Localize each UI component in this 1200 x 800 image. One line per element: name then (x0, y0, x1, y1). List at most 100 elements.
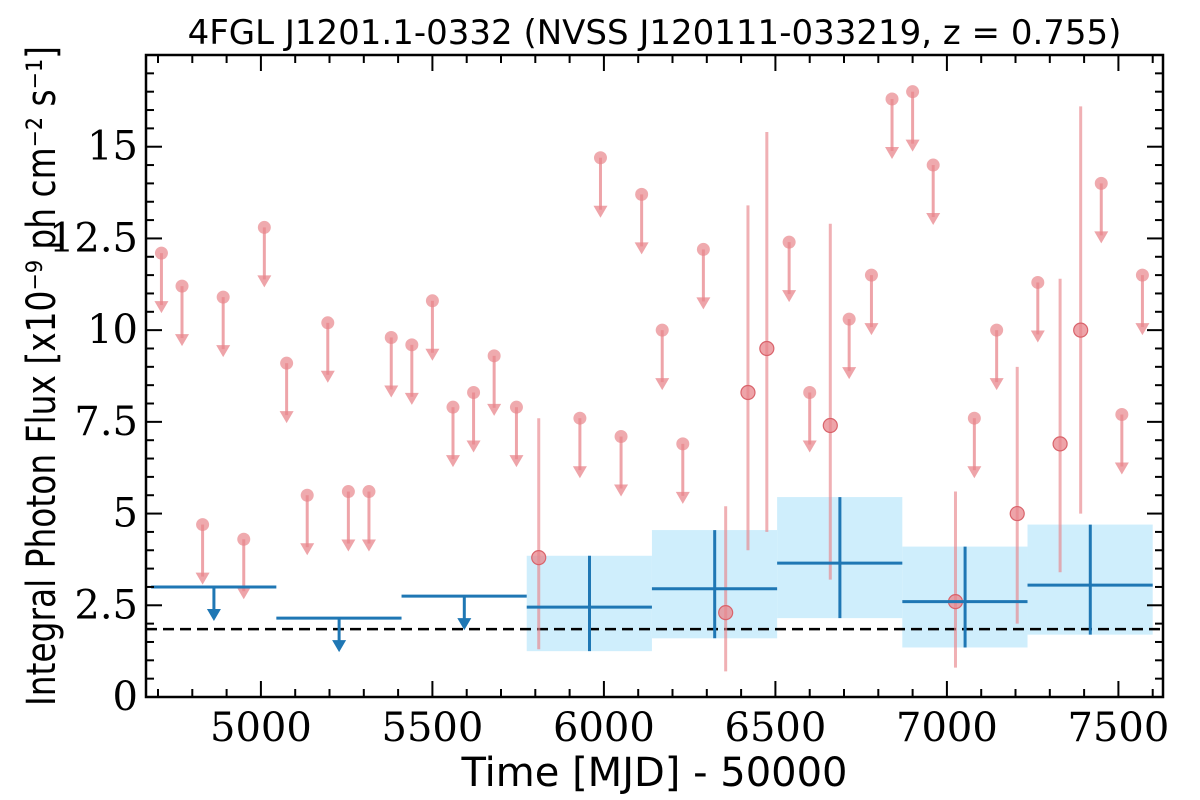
monthly-ul-point (154, 246, 168, 260)
monthly-ul-point (676, 437, 690, 451)
monthly-ul-point (384, 330, 398, 344)
monthly-ul-point (803, 386, 817, 400)
monthly-ul-arrow-head (696, 297, 711, 310)
x-tick-label: 5500 (382, 705, 484, 751)
yearly-ul-arrow-head (206, 608, 221, 621)
y-tick-labels: 0 2.5 5 7.5 10 12.5 15 (49, 124, 138, 720)
monthly-ul-point (237, 532, 251, 546)
y-tick-label: 15 (87, 124, 138, 170)
monthly-ul-point (573, 411, 587, 425)
chart-title: 4FGL J1201.1-0332 (NVSS J120111-033219, … (188, 13, 1122, 53)
monthly-ul-arrow-head (989, 378, 1004, 391)
monthly-ul-arrow-head (802, 440, 817, 453)
monthly-ul-point (864, 268, 878, 282)
x-tick-label: 6000 (553, 705, 655, 751)
x-tick-label: 5000 (210, 705, 312, 751)
monthly-ul-point (196, 518, 210, 532)
x-tick-label: 7500 (1068, 705, 1170, 751)
monthly-ul-point (257, 220, 271, 234)
monthly-ul-arrow-head (341, 539, 356, 552)
monthly-point (718, 605, 734, 621)
monthly-ul-arrow-head (425, 348, 440, 361)
monthly-ul-point (990, 323, 1004, 337)
monthly-ul-point (885, 92, 899, 106)
monthly-ul-arrow-head (154, 301, 169, 314)
monthly-ul-point (1135, 268, 1149, 282)
monthly-ul-arrow-head (1094, 231, 1109, 244)
monthly-ul-arrow-head (675, 491, 690, 504)
monthly-ul-point (509, 400, 523, 414)
monthly-ul-arrow-head (885, 147, 900, 160)
monthly-ul-arrow-head (466, 440, 481, 453)
monthly-ul-point (842, 312, 856, 326)
monthly-ul-point (1031, 275, 1045, 289)
monthly-ul-point (967, 411, 981, 425)
monthly-ul-point (614, 430, 628, 444)
monthly-ul-point (425, 294, 439, 308)
monthly-ul-arrow-head (1135, 323, 1150, 336)
monthly-ul-arrow-head (864, 323, 879, 336)
monthly-series (154, 85, 1150, 672)
monthly-point (1009, 505, 1025, 522)
monthly-ul-point (280, 356, 294, 370)
monthly-ul-arrow-head (175, 334, 190, 347)
monthly-ul-arrow-head (905, 139, 920, 152)
monthly-point (1073, 322, 1089, 338)
monthly-point (531, 549, 547, 566)
monthly-ul-arrow-head (655, 378, 670, 391)
monthly-ul-arrow-head (614, 484, 629, 497)
y-axis-label: Integral Photon Flux [x10⁻⁹ ph cm⁻² s⁻¹] (19, 46, 65, 706)
monthly-ul-point (216, 290, 230, 304)
monthly-ul-arrow-head (842, 367, 857, 380)
y-tick-label: 12.5 (49, 215, 138, 261)
y-tick-label: 5 (113, 491, 138, 537)
y-tick-label: 7.5 (74, 399, 138, 445)
monthly-ul-arrow-head (384, 385, 399, 398)
monthly-ul-point (467, 386, 481, 400)
monthly-ul-arrow-head (216, 345, 231, 358)
monthly-ul-point (341, 485, 355, 499)
monthly-ul-arrow-head (361, 539, 376, 552)
yearly-ul-arrow-head (332, 640, 347, 653)
monthly-ul-point (655, 323, 669, 337)
monthly-ul-arrow-head (1030, 330, 1045, 343)
x-axis-label: Time [MJD] - 50000 (460, 750, 847, 796)
monthly-ul-point (175, 279, 189, 293)
y-tick-label: 0 (113, 674, 138, 720)
monthly-ul-arrow-head (634, 242, 649, 255)
monthly-point (1052, 436, 1068, 452)
monthly-ul-arrow-head (320, 370, 335, 383)
monthly-ul-arrow-head (195, 572, 210, 585)
monthly-ul-arrow-head (236, 587, 251, 600)
monthly-ul-arrow-head (593, 205, 608, 218)
monthly-ul-arrow-head (509, 455, 524, 468)
monthly-ul-point (906, 85, 920, 99)
monthly-ul-point (405, 338, 419, 352)
monthly-ul-arrow-head (445, 455, 460, 468)
yearly-series (151, 497, 1153, 653)
monthly-ul-point (321, 316, 335, 330)
plot-frame (144, 53, 1165, 699)
x-tick-label: 7000 (896, 705, 998, 751)
monthly-ul-arrow-head (487, 403, 502, 416)
monthly-ul-point (926, 158, 940, 172)
monthly-ul-arrow-head (279, 411, 294, 424)
monthly-ul-arrow-head (257, 275, 272, 288)
monthly-point (822, 417, 838, 434)
monthly-ul-point (1115, 408, 1129, 422)
yearly-ul-arrow-head (457, 618, 472, 631)
monthly-ul-point (1094, 176, 1108, 190)
monthly-point (740, 384, 756, 401)
monthly-ul-arrow-head (572, 466, 587, 479)
monthly-ul-point (696, 242, 710, 256)
monthly-ul-arrow-head (1114, 462, 1129, 475)
monthly-ul-arrow-head (782, 290, 797, 303)
monthly-ul-point (782, 235, 796, 249)
y-tick-label: 2.5 (74, 582, 138, 628)
monthly-ul-point (487, 349, 501, 363)
monthly-ul-arrow-head (404, 392, 419, 405)
monthly-ul-arrow-head (967, 466, 982, 479)
monthly-point (759, 340, 775, 357)
monthly-ul-point (446, 400, 460, 414)
